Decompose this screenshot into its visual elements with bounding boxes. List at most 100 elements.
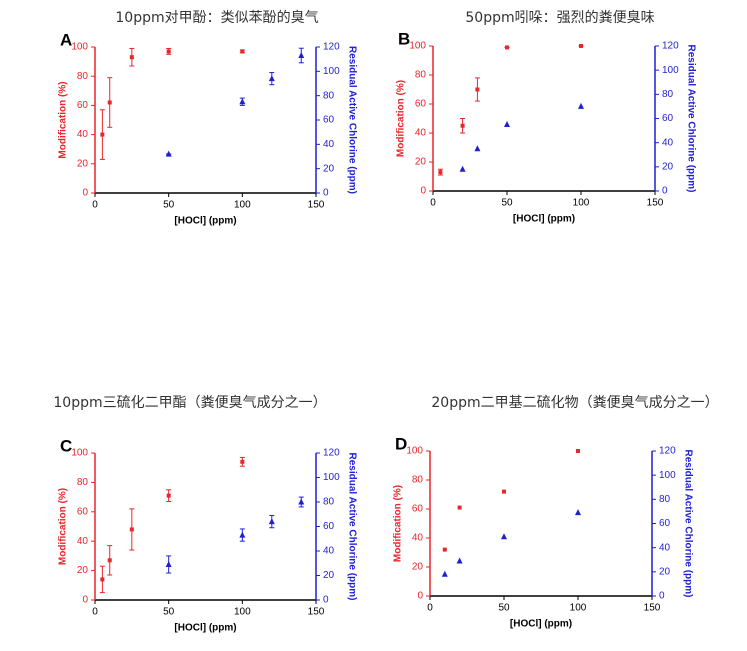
y-tick-label: 80: [77, 477, 89, 488]
x-tick-label: 150: [647, 198, 664, 209]
point: [576, 449, 580, 453]
y2-tick-label: 20: [323, 570, 335, 581]
y-tick-label: 20: [412, 562, 424, 573]
y2-tick-label: 80: [323, 497, 335, 508]
chart-title: 10ppm三硫化二甲酯（粪便臭气成分之一）: [53, 395, 326, 411]
point: [505, 45, 509, 50]
y-tick-label: 60: [415, 99, 427, 110]
point: [474, 145, 481, 152]
y2-tick-label: 100: [662, 65, 679, 76]
y-tick-label: 100: [409, 41, 426, 52]
y2-tick-label: 20: [323, 163, 335, 174]
point: [441, 570, 448, 577]
point: [166, 49, 171, 54]
y-tick-label: 0: [417, 591, 423, 602]
y-tick-label: 80: [412, 475, 424, 486]
x-tick-label: 0: [430, 198, 436, 209]
point: [107, 558, 112, 563]
y2-tick-label: 80: [323, 90, 335, 101]
y2-tick-label: 20: [659, 566, 671, 577]
point: [438, 170, 443, 175]
x-tick-label: 50: [163, 200, 175, 211]
y2-tick-label: 0: [659, 591, 665, 602]
y2-tick-label: 120: [323, 42, 340, 53]
y2-tick-label: 40: [323, 546, 335, 557]
y2-tick-label: 40: [662, 137, 674, 148]
x-tick-label: 100: [234, 200, 251, 211]
y2-tick-label: 0: [323, 595, 329, 606]
x-tick-label: 0: [92, 607, 98, 618]
y-tick-label: 60: [412, 504, 424, 515]
y-tick-label: 80: [415, 70, 427, 81]
point: [298, 52, 305, 59]
y2-axis-label: Residual Active Chlorine (ppm): [682, 450, 693, 598]
point: [457, 505, 462, 510]
point: [129, 55, 134, 60]
point: [100, 577, 105, 582]
y2-tick-label: 120: [662, 41, 679, 52]
y-tick-label: 40: [415, 128, 427, 139]
y2-tick-label: 0: [662, 186, 668, 197]
y2-tick-label: 80: [659, 494, 671, 505]
point: [129, 527, 134, 532]
x-tick-label: 50: [501, 198, 513, 209]
panel-label: A: [60, 30, 72, 49]
x-tick-label: 50: [163, 607, 175, 618]
panel-label: D: [395, 434, 407, 453]
y-tick-label: 60: [77, 506, 89, 517]
point: [166, 493, 171, 498]
point: [501, 533, 507, 540]
point: [239, 531, 246, 538]
x-tick-label: 100: [570, 603, 587, 614]
chart-title: 20ppm二甲基二硫化物（粪便臭气成分之一）: [431, 394, 718, 411]
x-tick-label: 0: [427, 603, 433, 614]
x-tick-label: 150: [308, 200, 325, 211]
x-tick-label: 0: [92, 200, 98, 211]
y2-tick-label: 100: [323, 472, 340, 483]
y2-tick-label: 20: [662, 161, 674, 172]
y-tick-label: 0: [82, 595, 88, 606]
y2-tick-label: 60: [323, 115, 335, 126]
point: [456, 557, 463, 564]
y2-tick-label: 60: [659, 518, 671, 529]
x-axis-label: [HOCl] (ppm): [510, 619, 572, 630]
x-axis-label: [HOCl] (ppm): [174, 216, 236, 227]
point: [239, 98, 246, 105]
y2-tick-label: 40: [323, 139, 335, 150]
x-axis-label: [HOCl] (ppm): [513, 214, 575, 225]
y-tick-label: 20: [77, 158, 89, 169]
y-tick-label: 100: [406, 446, 423, 457]
point: [268, 75, 275, 82]
point: [442, 547, 447, 552]
point: [165, 150, 172, 157]
point: [578, 102, 584, 109]
x-tick-label: 100: [234, 607, 251, 618]
y-tick-label: 40: [77, 536, 89, 547]
y-tick-label: 40: [77, 129, 89, 140]
x-tick-label: 150: [644, 603, 661, 614]
x-axis-label: [HOCl] (ppm): [174, 623, 236, 634]
point: [100, 132, 105, 137]
y-tick-label: 80: [77, 71, 89, 82]
chart-title: 50ppm吲哚：强烈的粪便臭味: [465, 10, 654, 26]
y-axis-label: Modification (%): [393, 485, 404, 562]
y-tick-label: 40: [412, 533, 424, 544]
y-tick-label: 20: [415, 157, 427, 168]
point: [579, 44, 583, 48]
point: [240, 459, 245, 464]
point: [459, 165, 466, 172]
panel-label: C: [60, 436, 72, 455]
point: [475, 87, 480, 92]
y2-tick-label: 60: [662, 113, 674, 124]
panel-label: B: [398, 29, 410, 48]
y-axis-label: Modification (%): [396, 80, 407, 157]
point: [504, 121, 510, 128]
y-axis-label: Modification (%): [58, 488, 69, 565]
y2-axis-label: Residual Active Chlorine (ppm): [346, 46, 357, 194]
y2-tick-label: 100: [323, 66, 340, 77]
point: [298, 498, 305, 505]
y2-axis-label: Residual Active Chlorine (ppm): [685, 45, 696, 193]
y-tick-label: 100: [71, 448, 88, 459]
y2-tick-label: 40: [659, 542, 671, 553]
